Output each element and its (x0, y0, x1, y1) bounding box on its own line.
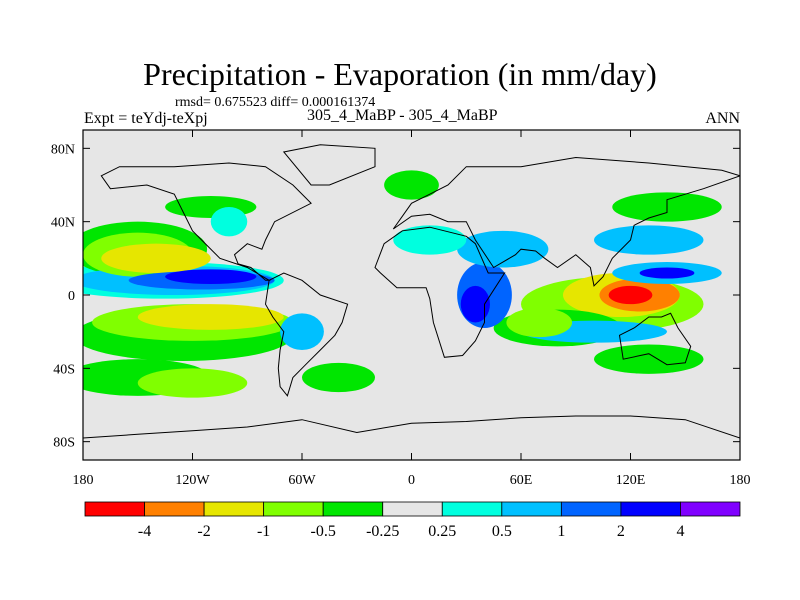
land-outline-4 (618, 312, 692, 366)
field-region-27 (280, 313, 324, 350)
land-outline-layer (83, 144, 740, 460)
field-region-26 (384, 170, 439, 200)
colorbar-box-5 (382, 501, 443, 517)
field-region-28 (165, 269, 257, 284)
colorbar-box-8 (560, 501, 622, 517)
y-tick-label-3: 40S (53, 362, 75, 377)
colorbar-label-5: 0.25 (428, 523, 456, 540)
field-region-32 (639, 267, 695, 279)
colorbar-label-2: -1 (257, 523, 270, 540)
colorbar-box-4 (322, 501, 384, 517)
axis-layer: 180 120W 60W 0 60E 120E 180 80N 40N 0 40S 80S (51, 130, 751, 488)
field-region-29 (460, 285, 490, 323)
colorbar-box-3 (263, 501, 324, 517)
land-outline-0 (100, 162, 312, 281)
field-region-14 (137, 368, 248, 398)
x-tick-label-1: 120W (175, 473, 210, 488)
colorbar-box-2 (203, 501, 265, 517)
field-region-22 (302, 362, 375, 393)
y-tick-label-4: 80S (53, 436, 75, 451)
y-tick-label-1: 40N (51, 216, 75, 231)
land-outline-5 (282, 144, 376, 186)
field-region-12 (457, 230, 549, 268)
x-tick-label-6: 180 (730, 473, 751, 488)
x-tick-label-2: 60W (288, 473, 316, 488)
colorbar-label-7: 1 (557, 523, 565, 540)
land-outline-1 (264, 272, 349, 397)
colorbar-label-8: 2 (617, 523, 625, 540)
season-label: ANN (705, 110, 740, 127)
colorbar-label-6: 0.5 (492, 523, 512, 540)
field-region-30 (210, 207, 248, 237)
land-outline-2 (374, 226, 506, 358)
field-region-23 (393, 225, 467, 255)
field-region-17 (594, 225, 704, 255)
x-tick-label-3: 0 (408, 473, 415, 488)
colorbar-box-6 (441, 501, 503, 517)
colorbar: -4 -2 -1 -0.5 -0.25 0.25 0.5 1 2 4 (84, 501, 741, 540)
colorbar-box-0 (84, 501, 145, 517)
colorbar-label-4: -0.25 (366, 523, 399, 540)
x-tick-label-5: 120E (616, 473, 646, 488)
colorbar-box-9 (620, 501, 681, 517)
field-region-13 (101, 243, 211, 273)
y-tick-label-2: 0 (68, 289, 75, 304)
x-tick-label-4: 60E (510, 473, 533, 488)
land-outline-6 (83, 415, 740, 460)
colorbar-label-0: -4 (138, 523, 151, 540)
chart-title: Precipitation - Evaporation (in mm/day) (143, 56, 657, 92)
colorbar-label-1: -2 (197, 523, 210, 540)
colorbar-label-3: -0.5 (311, 523, 336, 540)
colorbar-box-1 (144, 501, 205, 517)
colorbar-box-10 (680, 501, 741, 517)
x-tick-label-0: 180 (73, 473, 94, 488)
experiment-label: Expt = teYdj-teXpj (84, 110, 208, 127)
colorbar-box-7 (501, 501, 562, 517)
stats-label: rmsd= 0.675523 diff= 0.000161374 (175, 95, 376, 110)
colorbar-label-9: 4 (676, 523, 684, 540)
field-region-25 (506, 307, 573, 338)
y-tick-label-0: 80N (51, 142, 75, 157)
field-region-16 (594, 344, 704, 374)
case-label: 305_4_MaBP - 305_4_MaBP (307, 107, 498, 124)
field-region-10 (137, 304, 284, 330)
field-region-31 (608, 285, 653, 305)
land-outline-3 (392, 156, 740, 287)
